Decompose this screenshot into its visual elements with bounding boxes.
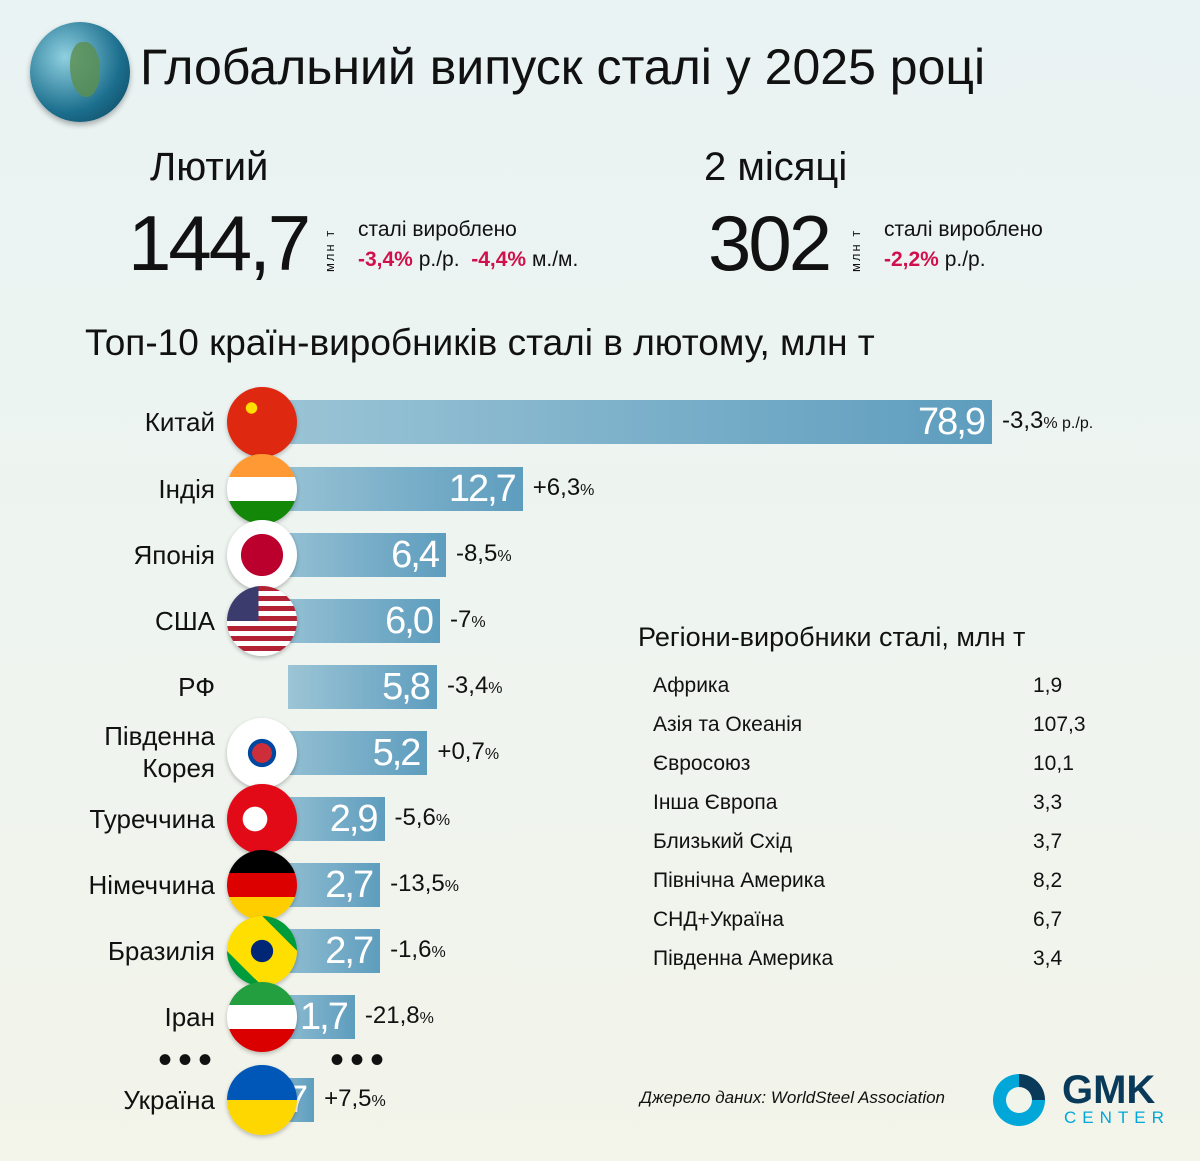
region-name: СНД+Україна — [653, 908, 784, 931]
bar-value-label: 2,7 — [325, 864, 374, 906]
region-value: 3,3 — [1033, 791, 1063, 814]
two-months-value: 302 — [708, 199, 832, 287]
region-name: Інша Європа — [653, 791, 778, 814]
flag-icon — [227, 850, 297, 920]
country-label: Україна — [123, 1085, 215, 1115]
bar-value-label: 1,7 — [300, 996, 349, 1038]
logo-sub: CENTER — [1064, 1108, 1170, 1127]
country-label: РФ — [178, 672, 215, 702]
regions-title: Регіони-виробники сталі, млн т — [638, 622, 1026, 652]
country-label: Німеччина — [88, 870, 215, 900]
country-label: Японія — [133, 540, 215, 570]
ellipsis-left: ••• — [158, 1038, 219, 1082]
flag-icon — [227, 520, 297, 590]
two-months-desc: сталі вироблено — [884, 218, 1043, 241]
country-label: Бразилія — [107, 936, 215, 966]
bar-9: 1,7 — [262, 995, 355, 1039]
change-label: -1,6% — [390, 936, 446, 963]
bar-value-label: 2,7 — [325, 930, 374, 972]
country-label: Іран — [164, 1002, 215, 1032]
region-name: Азія та Океанія — [653, 713, 803, 736]
month-label: Лютий — [150, 145, 269, 189]
region-value: 10,1 — [1033, 752, 1074, 775]
flag-icon — [227, 784, 297, 854]
change-label: +6,3% — [532, 474, 595, 501]
month-value: 144,7 — [128, 199, 311, 287]
bar-value-label: 2,9 — [329, 798, 379, 840]
logo-main: GMK — [1062, 1068, 1156, 1112]
month-changes: -3,4% р./р. -4,4% м./м. — [358, 248, 579, 271]
bar-value-label: 5,2 — [372, 732, 422, 774]
flag-icon — [227, 982, 297, 1052]
region-name: Північна Америка — [653, 869, 826, 892]
region-name: Африка — [653, 674, 730, 697]
bar-4: 5,8 — [288, 665, 437, 709]
region-value: 107,3 — [1033, 713, 1086, 736]
ellipsis-right: ••• — [330, 1038, 391, 1082]
region-value: 1,9 — [1033, 674, 1063, 697]
change-label: -7% — [449, 606, 486, 633]
page-title: Глобальний випуск сталі у 2025 році — [140, 39, 986, 95]
flag-icon — [227, 1065, 297, 1135]
globe-icon — [30, 22, 130, 122]
bar-value-label: 78,9 — [918, 401, 986, 443]
flag-icon — [227, 454, 297, 524]
region-name: Близький Схід — [653, 830, 793, 853]
change-label: +0,7% — [437, 738, 500, 765]
region-value: 8,2 — [1033, 869, 1063, 892]
change-label: -3,3% р./р. — [1002, 407, 1094, 434]
gmk-logo-icon — [993, 1074, 1045, 1126]
country-label: Південна Корея — [104, 721, 215, 783]
country-label: Туреччина — [89, 804, 215, 834]
bar-value-label: 12,7 — [448, 468, 517, 510]
bar-value-label: 5,8 — [382, 666, 431, 708]
bar-value-label: 6,0 — [385, 600, 434, 642]
two-months-unit: млн т — [848, 228, 863, 272]
country-label: США — [155, 606, 215, 636]
flag-icon — [227, 586, 297, 656]
region-name: Південна Америка — [653, 947, 834, 970]
region-value: 6,7 — [1033, 908, 1063, 931]
change-label: -5,6% — [394, 804, 451, 831]
chart-title: Топ-10 країн-виробників сталі в лютому, … — [85, 322, 875, 363]
bar-value-label: 6,4 — [391, 534, 440, 576]
change-label: +7,5% — [324, 1085, 386, 1112]
region-name: Євросоюз — [653, 752, 751, 775]
two-months-changes: -2,2% р./р. — [884, 248, 986, 271]
change-label: -3,4% — [446, 672, 503, 699]
month-desc: сталі вироблено — [358, 218, 517, 241]
flag-icon — [227, 916, 297, 986]
bar-1: 12,7 — [262, 467, 523, 511]
flag-icon — [227, 387, 297, 457]
change-label: -21,8% — [364, 1002, 434, 1029]
change-label: -13,5% — [390, 870, 460, 897]
two-months-label: 2 місяці — [704, 145, 848, 189]
flag-icon — [227, 718, 297, 788]
source-note: Джерело даних: WorldSteel Association — [640, 1088, 946, 1107]
bar-0: 78,9 — [262, 400, 992, 444]
region-value: 3,4 — [1033, 947, 1063, 970]
country-label: Китай — [144, 407, 215, 437]
month-unit: млн т — [322, 228, 337, 272]
country-label: Індія — [158, 474, 215, 504]
region-value: 3,7 — [1033, 830, 1063, 853]
change-label: -8,5% — [455, 540, 512, 567]
